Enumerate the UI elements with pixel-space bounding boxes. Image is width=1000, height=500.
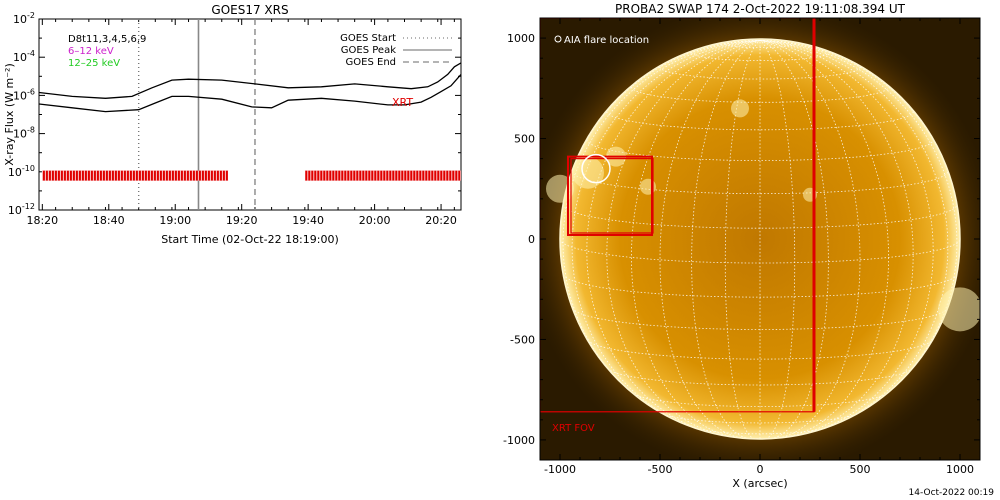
x-tick-label: -500 xyxy=(648,463,673,476)
grid-line xyxy=(759,40,949,428)
swap-axis-ticks: -1000 -500 0 500 1000 -1000 -500 0 500 1000 xyxy=(503,17,981,476)
goes-plot-title: GOES17 XRS xyxy=(211,3,288,17)
y-tick-label: 10-10 xyxy=(8,164,35,179)
legend-right-entry: GOES Start xyxy=(340,33,396,44)
flare-rect-inner xyxy=(570,158,654,234)
x-tick-label: 500 xyxy=(850,463,871,476)
y-tick-base: 10 xyxy=(13,51,27,64)
grid-line xyxy=(659,40,761,439)
bright-region xyxy=(572,156,604,189)
grid-line xyxy=(586,40,761,435)
y-tick-base: 10 xyxy=(13,13,27,26)
bright-regions xyxy=(546,99,980,332)
grid-line xyxy=(691,40,761,439)
grid-line xyxy=(695,428,825,435)
y-tick-exponent: -10 xyxy=(22,164,35,173)
y-tick-label: 10-4 xyxy=(13,49,35,64)
legend-right-entry: GOES End xyxy=(346,57,396,68)
grid-line xyxy=(759,40,890,439)
grid-line xyxy=(759,40,829,439)
goes-y-axis-label: X-ray Flux (W m⁻²) xyxy=(3,63,16,165)
x-tick-label: 19:40 xyxy=(292,214,324,227)
grid-line xyxy=(659,66,861,80)
y-tick-label: -500 xyxy=(510,333,535,346)
x-tick-label: 18:20 xyxy=(26,214,58,227)
goes-time-markers xyxy=(137,19,256,210)
grid-line xyxy=(759,40,934,435)
y-tick-base: 10 xyxy=(13,128,27,141)
timestamp-footer: 14-Oct-2022 00:19 xyxy=(908,488,994,498)
grid-line xyxy=(724,43,796,48)
swap-plot-title: PROBA2 SWAP 174 2-Oct-2022 19:11:08.394 … xyxy=(615,2,906,16)
xrt-fov-label: XRT FOV xyxy=(552,423,595,434)
aia-flare-legend-icon xyxy=(554,35,562,43)
limb-outline xyxy=(559,38,961,440)
y-tick-label: 1000 xyxy=(507,32,535,45)
goes-xrs-plot: GOES17 XRS 18:20 18:40 19:00 19:20 19:40 20:0… xyxy=(3,3,462,246)
x-tick-label: 20:00 xyxy=(359,214,391,227)
swap-x-axis-label: X (arcsec) xyxy=(732,477,787,490)
swap-image-plot: PROBA2 SWAP 174 2-Oct-2022 19:11:08.394 … xyxy=(503,2,981,490)
y-tick-label: 10-6 xyxy=(13,87,35,102)
bright-region xyxy=(546,174,574,203)
flare-box xyxy=(567,153,654,236)
goes-series-group xyxy=(39,62,461,113)
bright-region xyxy=(938,287,980,332)
x-tick-label: -1000 xyxy=(544,463,576,476)
x-tick-label: 1000 xyxy=(946,463,974,476)
y-tick-exponent: -6 xyxy=(27,87,35,96)
legend-left-entry: D8t11,3,4,5,6,9 xyxy=(68,34,146,45)
goes-axis-ticks: 18:20 18:40 19:00 19:20 19:40 20:00 20:2010-12… xyxy=(8,11,461,227)
y-tick-label: -1000 xyxy=(503,434,535,447)
y-tick-exponent: -4 xyxy=(27,49,35,58)
bright-region xyxy=(731,99,749,118)
aia-flare-legend: AIA flare location xyxy=(564,35,649,46)
y-tick-exponent: -2 xyxy=(27,11,35,20)
xrt-observation-bars xyxy=(41,170,461,181)
xrt-fov-box xyxy=(540,18,816,413)
xrt-annotation: XRT xyxy=(392,96,413,109)
grid-line xyxy=(759,40,861,439)
y-tick-label: 10-8 xyxy=(13,126,35,141)
x-tick-label: 0 xyxy=(757,463,764,476)
y-tick-label: 10-2 xyxy=(13,11,35,26)
x-tick-label: 18:40 xyxy=(93,214,125,227)
x-tick-label: 20:20 xyxy=(425,214,457,227)
y-tick-label: 500 xyxy=(514,133,535,146)
grid-line xyxy=(562,204,958,229)
grid-line xyxy=(630,40,761,439)
y-tick-exponent: -12 xyxy=(22,202,35,211)
grid-line xyxy=(571,307,949,330)
y-tick-label: 0 xyxy=(528,233,535,246)
y-tick-label: 10-12 xyxy=(8,202,35,217)
y-tick-base: 10 xyxy=(13,89,27,102)
goes-x-axis-label: Start Time (02-Oct-22 18:19:00) xyxy=(161,233,339,246)
y-tick-base: 10 xyxy=(8,204,22,217)
legend-left-entry: 6–12 keV xyxy=(68,46,114,57)
legend-left-entry: 12–25 keV xyxy=(68,58,120,69)
heliographic-grid xyxy=(559,38,961,440)
grid-line xyxy=(587,340,933,360)
grid-line xyxy=(571,40,761,428)
flare-rect xyxy=(567,155,653,236)
y-tick-exponent: -8 xyxy=(27,126,35,135)
grid-line xyxy=(562,274,958,298)
aia-flare-marker xyxy=(581,153,611,184)
x-tick-label: 19:20 xyxy=(226,214,258,227)
series-line-2 xyxy=(39,73,461,113)
x-tick-label: 19:00 xyxy=(159,214,191,227)
legend-right-entry: GOES Peak xyxy=(341,45,396,56)
y-tick-base: 10 xyxy=(8,166,22,179)
series-line-1 xyxy=(39,62,461,99)
